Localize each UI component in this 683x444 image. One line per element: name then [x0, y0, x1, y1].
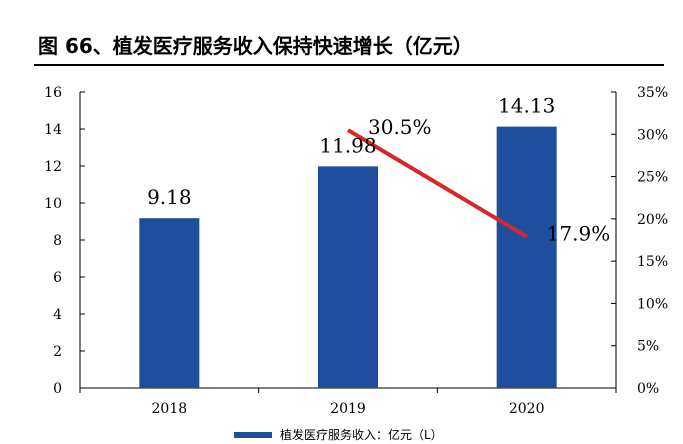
legend-label: 植发医疗服务收入：亿元（L）	[280, 427, 443, 442]
left-tick-label: 6	[53, 270, 62, 286]
left-tick-label: 16	[44, 85, 62, 101]
growth-value-label: 17.9%	[547, 222, 611, 246]
bar	[139, 218, 200, 388]
right-tick-label: 0%	[637, 381, 659, 397]
left-tick-label: 0	[53, 381, 62, 397]
left-tick-label: 10	[44, 196, 62, 212]
bar-value-label: 14.13	[498, 94, 555, 118]
growth-value-label: 30.5%	[368, 115, 432, 139]
left-tick-label: 4	[53, 307, 62, 323]
x-tick-label: 2020	[509, 401, 545, 417]
bar-value-label: 11.98	[319, 133, 376, 157]
title-divider	[34, 64, 664, 66]
legend: 植发医疗服务收入：亿元（L）	[234, 427, 443, 442]
left-tick-label: 12	[44, 159, 62, 175]
right-tick-label: 15%	[637, 254, 668, 270]
left-tick-label: 14	[44, 122, 62, 138]
right-tick-label: 10%	[637, 296, 668, 312]
x-tick-label: 2019	[330, 401, 366, 417]
growth-line	[346, 128, 528, 239]
chart-title: 图 66、植发医疗服务收入保持快速增长（亿元）	[38, 34, 473, 58]
left-tick-label: 8	[53, 233, 62, 249]
left-tick-label: 2	[53, 344, 62, 360]
data-labels: 9.18 11.98 14.13 30.5% 17.9%	[147, 94, 610, 246]
bar-value-label: 9.18	[147, 185, 192, 209]
right-tick-label: 20%	[637, 212, 668, 228]
growth-line-path	[346, 128, 528, 239]
legend-swatch	[234, 432, 272, 438]
x-tick-label: 2018	[152, 401, 188, 417]
right-tick-label: 25%	[637, 170, 668, 186]
right-tick-label: 30%	[637, 127, 668, 143]
right-tick-label: 35%	[637, 85, 668, 101]
bars	[139, 126, 557, 388]
bar	[318, 166, 378, 388]
right-tick-label: 5%	[637, 339, 659, 355]
bar	[496, 126, 557, 388]
